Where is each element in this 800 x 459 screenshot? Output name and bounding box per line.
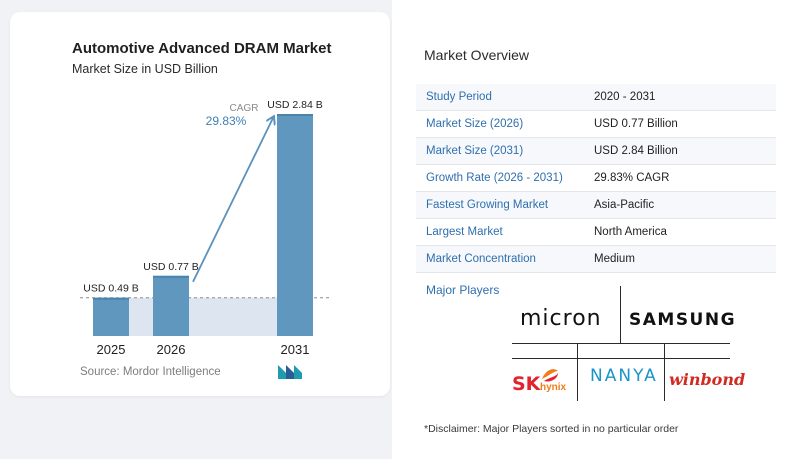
cagr-label: CAGR — [230, 103, 259, 114]
overview-value: North America — [594, 226, 667, 238]
overview-row: Study Period 2020 - 2031 — [416, 84, 776, 111]
overview-value: Medium — [594, 253, 635, 265]
bar-cap — [277, 114, 313, 116]
data-label: USD 0.77 B — [143, 261, 198, 273]
bar — [153, 275, 189, 336]
overview-label: Growth Rate (2026 - 2031) — [426, 172, 563, 184]
disclaimer: *Disclaimer: Major Players sorted in no … — [424, 423, 679, 435]
winbond-logo: winbond — [669, 370, 746, 389]
x-tick-label: 2026 — [157, 342, 186, 357]
overview-label: Market Size (2026) — [426, 118, 524, 130]
overview-value: USD 0.77 Billion — [594, 118, 678, 130]
overview-label: Study Period — [426, 91, 492, 103]
sk-hynix-logo: SK hynix — [512, 364, 576, 400]
chart-title: Automotive Advanced DRAM Market — [72, 40, 332, 57]
bar — [93, 297, 129, 336]
hynix-text: hynix — [540, 382, 567, 393]
overview-card — [392, 0, 800, 459]
micron-logo: micron — [520, 306, 602, 331]
overview-value: 29.83% CAGR — [594, 172, 670, 184]
samsung-logo: SAMSUNG — [629, 310, 737, 330]
overview-value: USD 2.84 Billion — [594, 145, 678, 157]
data-label: USD 0.49 B — [83, 283, 138, 295]
overview-row: Fastest Growing Market Asia-Pacific — [416, 192, 776, 219]
source-note: Source: Mordor Intelligence — [80, 366, 221, 378]
overview-row: Largest Market North America — [416, 219, 776, 246]
sk-butterfly-icon — [542, 369, 558, 382]
bar-cap — [153, 275, 189, 278]
overview-row: Market Size (2026) USD 0.77 Billion — [416, 111, 776, 138]
x-tick-label: 2025 — [97, 342, 126, 357]
overview-value: 2020 - 2031 — [594, 91, 656, 103]
overview-row: Market Concentration Medium — [416, 246, 776, 273]
mordor-logo-icon — [278, 365, 302, 379]
overview-label: Largest Market — [426, 226, 503, 238]
overview-row: Market Size (2031) USD 2.84 Billion — [416, 138, 776, 165]
nanya-logo: NANYA — [590, 366, 658, 386]
bar-cap — [93, 297, 129, 300]
overview-label: Market Size (2031) — [426, 145, 524, 157]
data-label: USD 2.84 B — [267, 99, 322, 111]
overview-table: Study Period 2020 - 2031 Market Size (20… — [416, 84, 776, 273]
cagr-value: 29.83% — [206, 114, 247, 128]
x-tick-label: 2031 — [281, 342, 310, 357]
major-players-title: Major Players — [426, 283, 500, 297]
chart-subtitle: Market Size in USD Billion — [72, 62, 218, 76]
bar-chart: USD 0.49 B 2025 USD 0.77 B 2026 USD 2.84 B 20… — [80, 99, 330, 357]
cagr-arrow — [192, 118, 273, 283]
overview-title: Market Overview — [424, 47, 530, 63]
sk-text: SK — [512, 373, 541, 395]
overview-value: Asia-Pacific — [594, 199, 655, 211]
overview-row: Growth Rate (2026 - 2031) 29.83% CAGR — [416, 165, 776, 192]
overview-label: Fastest Growing Market — [426, 199, 549, 211]
bar — [277, 114, 313, 336]
overview-label: Market Concentration — [426, 253, 536, 265]
